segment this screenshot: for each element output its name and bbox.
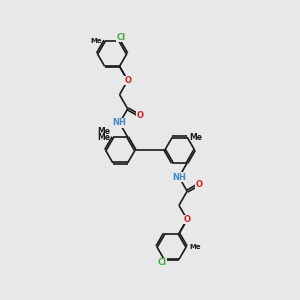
Text: Me: Me — [97, 133, 110, 142]
Text: O: O — [184, 215, 191, 224]
Text: Me: Me — [98, 127, 110, 136]
Text: Me: Me — [190, 133, 202, 142]
Text: Cl: Cl — [157, 259, 166, 268]
Text: NH: NH — [172, 172, 186, 182]
Text: Me: Me — [189, 244, 201, 250]
Text: O: O — [196, 180, 203, 189]
Text: Me: Me — [90, 38, 102, 44]
Text: O: O — [124, 76, 131, 85]
Text: O: O — [136, 111, 143, 120]
Text: NH: NH — [112, 118, 127, 127]
Text: Cl: Cl — [116, 32, 126, 41]
